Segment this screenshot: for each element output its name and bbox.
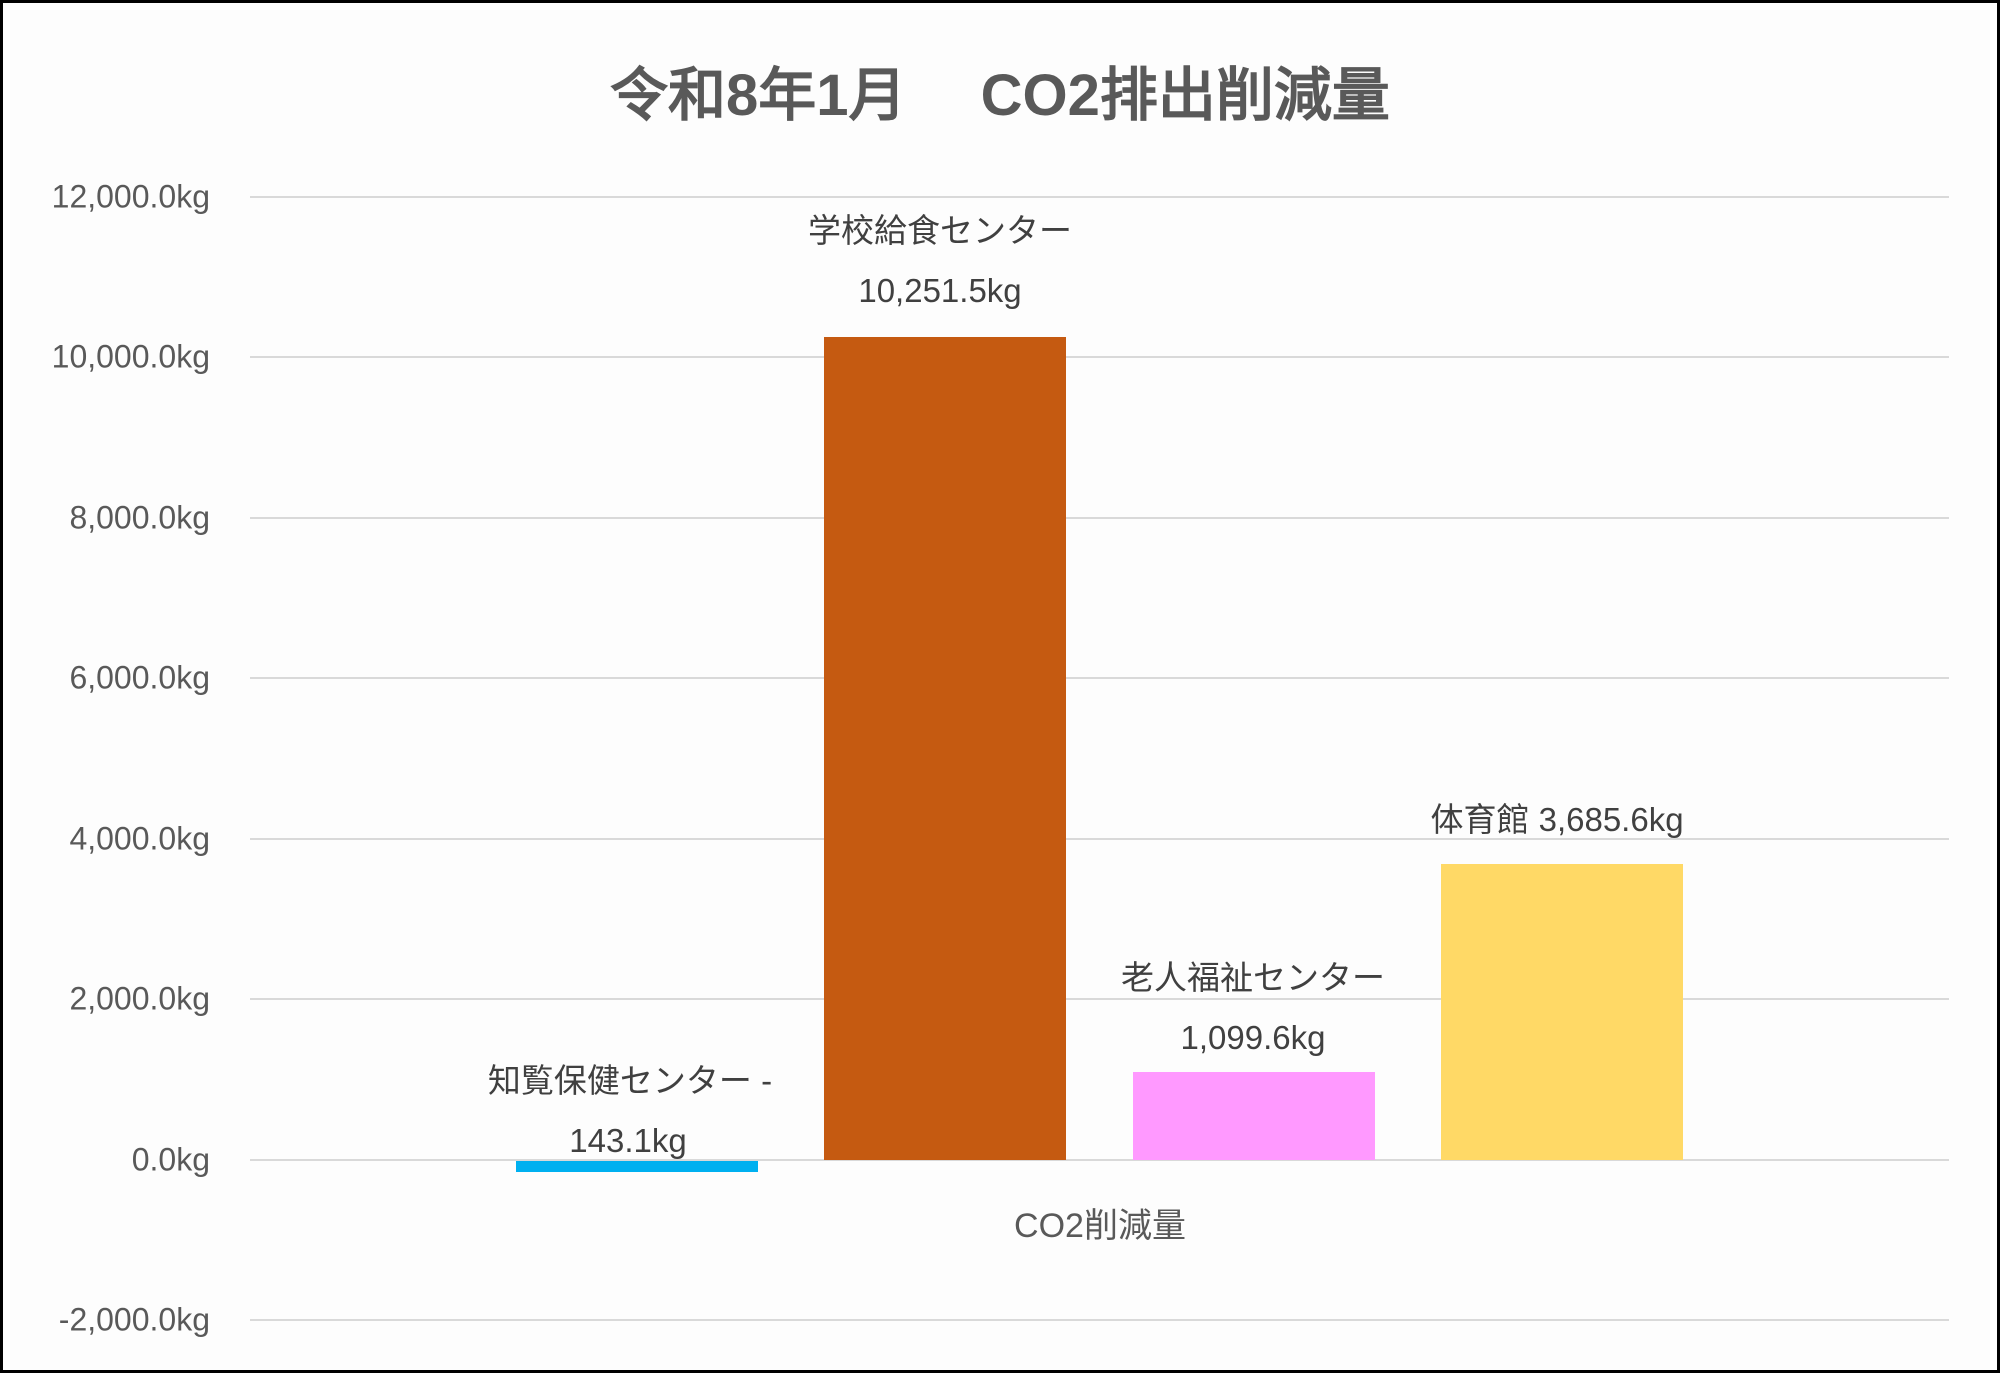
gridline-8000 — [250, 517, 1949, 519]
gridline-6000 — [250, 677, 1949, 679]
bar-elderly-welfare-center — [1133, 1072, 1375, 1160]
gridline-4000 — [250, 838, 1949, 840]
y-tick: 10,000.0kg — [51, 338, 210, 375]
gridline-12000 — [250, 196, 1949, 198]
y-tick: 4,000.0kg — [69, 820, 210, 857]
data-label-school-name: 学校給食センター — [808, 212, 1072, 249]
bar-gymnasium — [1441, 864, 1683, 1160]
bar-chiran-health-center — [516, 1161, 758, 1172]
gridline-0 — [250, 1159, 1949, 1161]
y-tick: 0.0kg — [131, 1141, 210, 1178]
y-tick: 2,000.0kg — [69, 980, 210, 1017]
data-label-elderly-value: 1,099.6kg — [1180, 1019, 1326, 1056]
chart-title: 令和8年1月 CO2排出削減量 — [610, 63, 1390, 128]
gridline-neg2000 — [250, 1319, 1949, 1321]
data-label-gym: 体育館 3,685.6kg — [1430, 801, 1684, 838]
data-label-chiran-name: 知覧保健センター - — [487, 1062, 773, 1099]
y-tick: 8,000.0kg — [69, 499, 210, 536]
gridline-10000 — [250, 356, 1949, 358]
y-tick: -2,000.0kg — [58, 1301, 210, 1338]
y-tick: 6,000.0kg — [69, 659, 210, 696]
gridline-2000 — [250, 998, 1949, 1000]
data-label-school-value: 10,251.5kg — [858, 272, 1022, 309]
data-label-chiran-value: 143.1kg — [569, 1122, 687, 1159]
bar-school-lunch-center — [824, 337, 1066, 1160]
y-tick: 12,000.0kg — [51, 178, 210, 215]
x-axis-category-label: CO2削減量 — [1014, 1207, 1186, 1245]
data-label-elderly-name: 老人福祉センター — [1121, 959, 1385, 996]
